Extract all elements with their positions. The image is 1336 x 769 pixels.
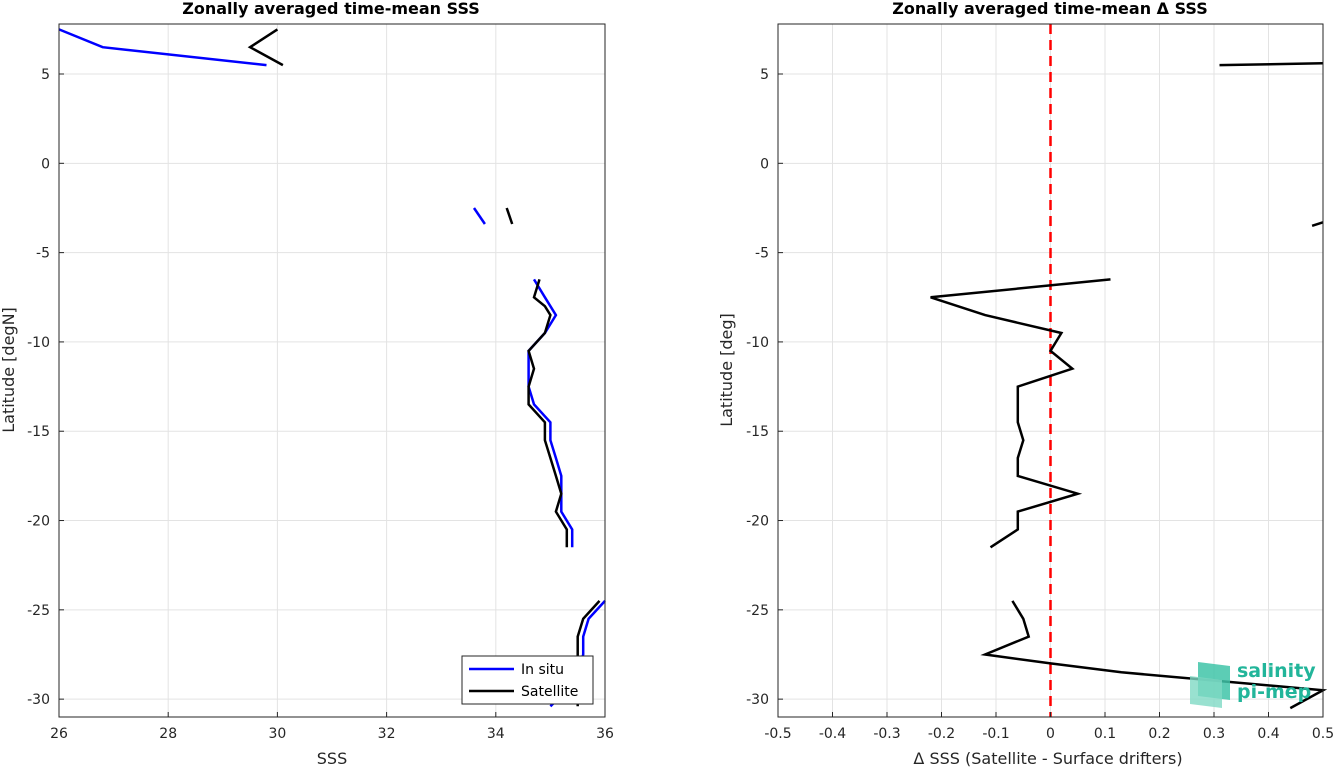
left-x-tick-label: 28 — [159, 726, 177, 742]
left-chart-title: Zonally averaged time-mean SSS — [182, 0, 480, 18]
legend-box — [461, 655, 594, 705]
right-chart-title: Zonally averaged time-mean Δ SSS — [892, 0, 1208, 18]
left-x-tick-label: 36 — [596, 726, 614, 742]
left-grid — [58, 24, 606, 717]
left-y-tick-label: -25 — [27, 603, 50, 619]
right-y-tick-label: -10 — [746, 335, 769, 351]
left-y-tick-label: -20 — [27, 514, 50, 530]
right-x-tick-label: -0.5 — [764, 726, 791, 742]
left-y-tick-label: 5 — [41, 67, 50, 83]
legend: In situ Satellite — [461, 655, 594, 705]
left-x-tick-label: 26 — [50, 726, 68, 742]
right-panel-delta-sss: Zonally averaged time-mean Δ SSS -0.5 -0.… — [717, 0, 1334, 768]
right-x-tick-label: 0 — [1046, 726, 1055, 742]
left-x-tick-label: 34 — [487, 726, 505, 742]
left-series — [58, 28, 606, 708]
right-x-tick-label: 0.3 — [1203, 726, 1225, 742]
right-x-tick-label: -0.2 — [928, 726, 955, 742]
left-x-tick-label: 30 — [268, 726, 286, 742]
right-delta-sss-line-segment — [1311, 221, 1324, 227]
right-y-tick-label: -25 — [746, 603, 769, 619]
right-x-tick-label: -0.1 — [982, 726, 1009, 742]
left-y-tick-label: -30 — [27, 692, 50, 708]
right-y-tick-label: -30 — [746, 692, 769, 708]
right-y-tick-label: -15 — [746, 424, 769, 440]
right-y-axis-label: Latitude [deg] — [717, 313, 736, 427]
left-satellite-line-segment — [247, 28, 284, 67]
right-x-axis-label: Δ SSS (Satellite - Surface drifters) — [913, 749, 1182, 768]
left-in-situ-line-segment — [472, 207, 486, 225]
left-x-tick-label: 32 — [378, 726, 396, 742]
right-y-tick-label: 0 — [760, 156, 769, 172]
left-y-tick-label: -15 — [27, 424, 50, 440]
left-in-situ-line-segment — [58, 28, 267, 67]
left-satellite-line-segment — [527, 279, 569, 548]
legend-label-satellite: Satellite — [521, 684, 578, 700]
logo-text-line2: pi-mep — [1237, 681, 1311, 703]
left-y-axis-label: Latitude [degN] — [0, 307, 18, 433]
logo-mark-front — [1190, 676, 1222, 708]
left-x-axis-label: SSS — [317, 749, 347, 768]
salinity-pi-mep-logo: salinity pi-mep — [1190, 660, 1316, 708]
legend-label-in-situ: In situ — [521, 662, 564, 678]
right-series — [930, 62, 1328, 710]
right-x-tick-label: -0.4 — [819, 726, 846, 742]
left-y-tick-label: 0 — [41, 156, 50, 172]
left-tick-labels: 26 28 30 32 34 36 5 0 -5 -10 -15 -20 -25 -30 — [27, 67, 614, 742]
right-y-tick-label: -20 — [746, 514, 769, 530]
right-y-tick-label: 5 — [760, 67, 769, 83]
right-x-tick-label: 0.1 — [1094, 726, 1116, 742]
left-axes-box — [58, 23, 606, 718]
left-panel-sss: Zonally averaged time-mean SSS 26 28 30 32 3… — [0, 0, 614, 768]
right-delta-sss-line-segment — [1219, 62, 1324, 67]
left-satellite-line-segment — [505, 207, 514, 225]
right-x-tick-label: 0.2 — [1148, 726, 1170, 742]
right-x-tick-label: -0.3 — [873, 726, 900, 742]
right-x-tick-label: 0.5 — [1312, 726, 1334, 742]
logo-text-line1: salinity — [1237, 660, 1316, 682]
right-x-tick-label: 0.4 — [1257, 726, 1279, 742]
right-delta-sss-line-segment — [980, 600, 1328, 710]
right-y-tick-label: -5 — [755, 246, 769, 262]
right-delta-sss-line-segment — [930, 278, 1111, 549]
right-tick-labels: -0.5 -0.4 -0.3 -0.2 -0.1 0 0.1 0.2 0.3 0.4 0.5 5 0 -5… — [746, 67, 1334, 742]
left-y-tick-label: -5 — [36, 246, 50, 262]
left-in-situ-line-segment — [527, 278, 574, 548]
left-y-tick-label: -10 — [27, 335, 50, 351]
